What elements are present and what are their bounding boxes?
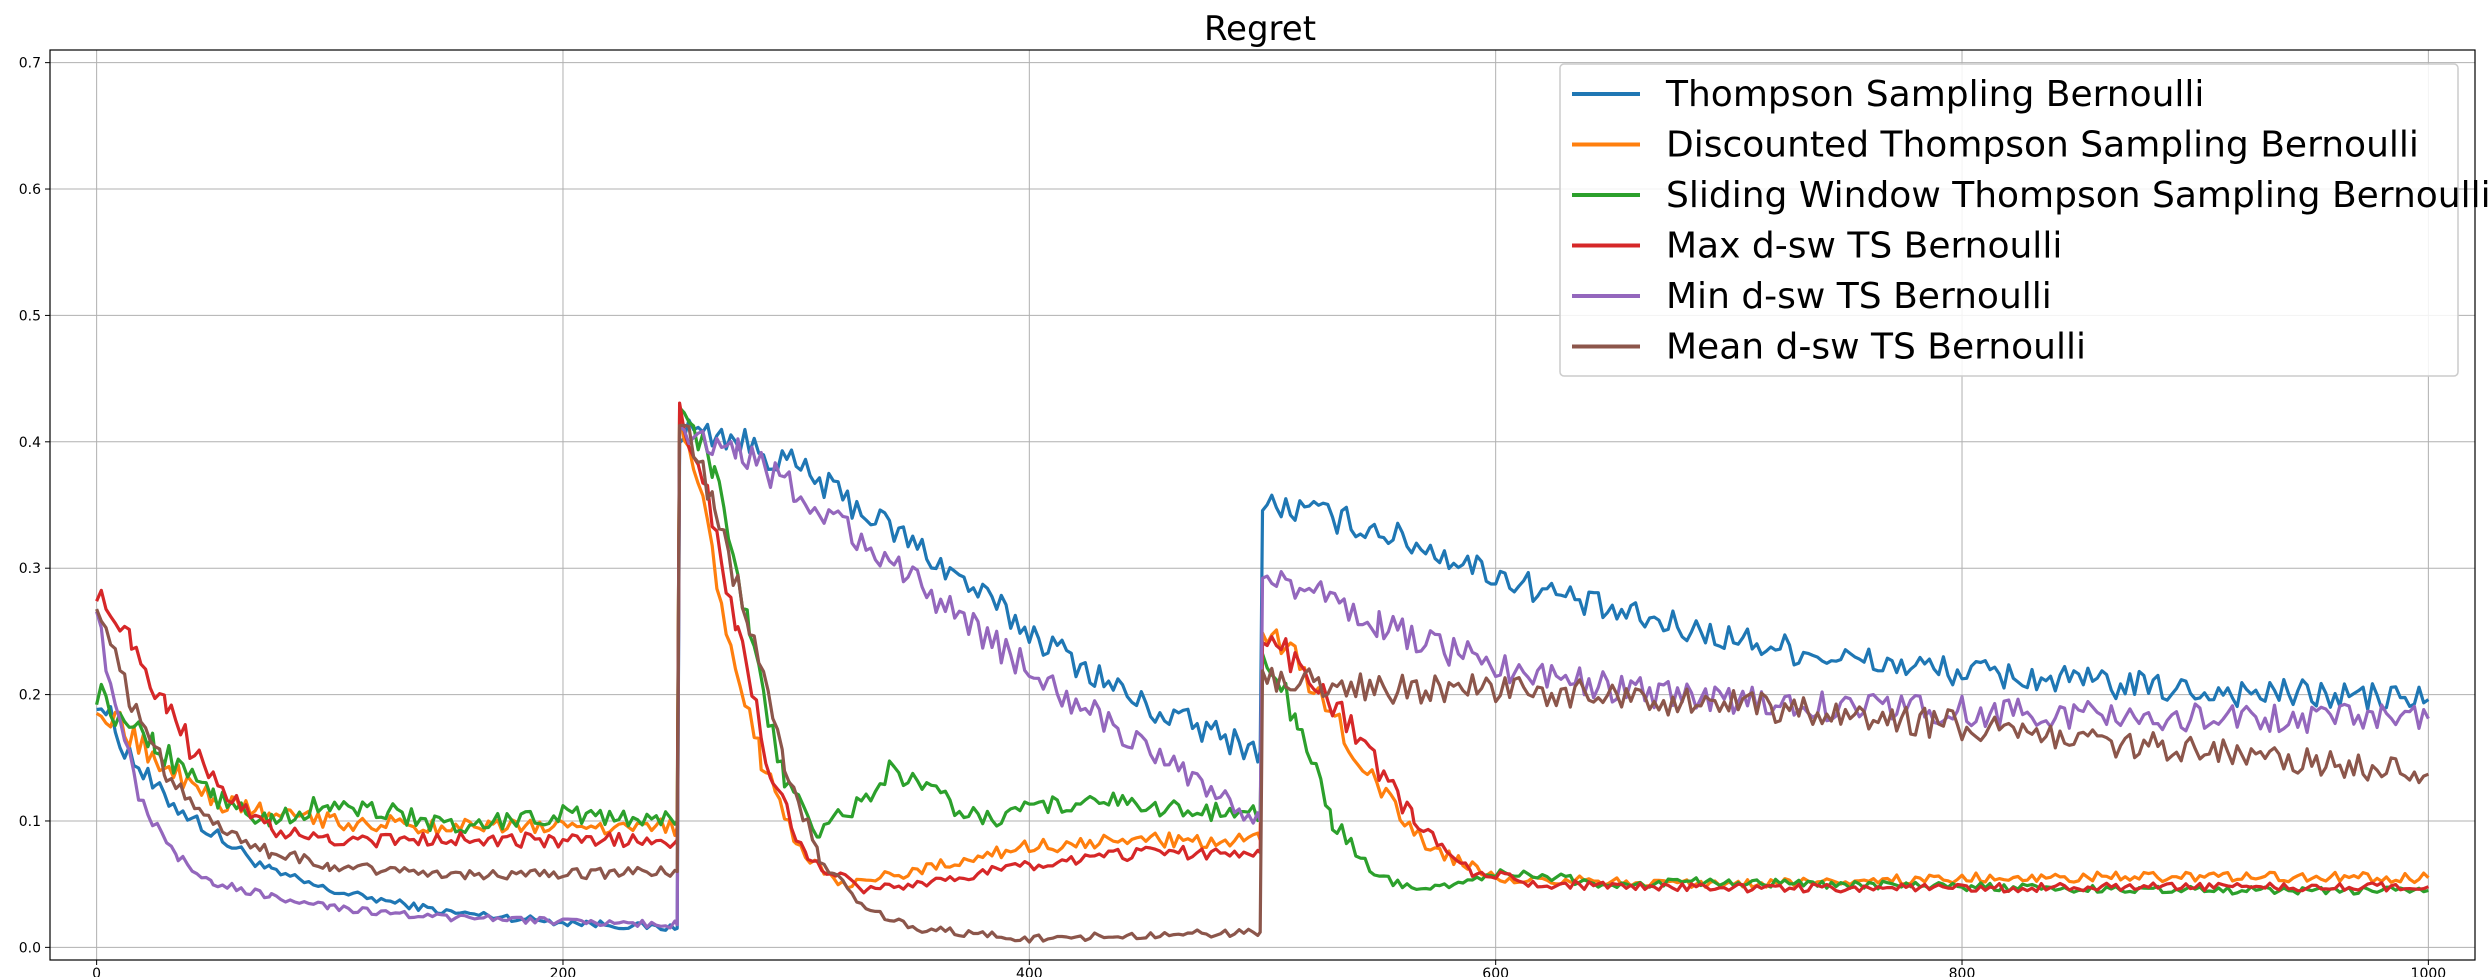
x-tick-label: 400 <box>1016 966 1043 977</box>
legend-label: Discounted Thompson Sampling Bernoulli <box>1666 125 2419 166</box>
plot-frame <box>49 49 2476 961</box>
legend-label: Max d-sw TS Bernoulli <box>1666 226 2062 267</box>
legend-label: Thompson Sampling Bernoulli <box>1665 74 2204 115</box>
legend-label: Sliding Window Thompson Sampling Bernoul… <box>1666 175 2488 216</box>
series-line-5 <box>95 425 2430 930</box>
legend-box <box>1559 63 2459 377</box>
series-line-1 <box>96 418 2430 932</box>
y-tick-label: 0.6 <box>19 182 41 198</box>
series-line-4 <box>95 401 2429 895</box>
chart-title: Regret <box>1204 9 1316 49</box>
y-tick-label: 0.0 <box>19 940 41 956</box>
y-tick-label: 0.2 <box>19 688 41 704</box>
series-layer <box>95 401 2430 944</box>
x-tick-label: 1000 <box>2411 966 2447 977</box>
x-axis: 0 200 400 600 800 1000 <box>92 960 2446 977</box>
legend: Thompson Sampling Bernoulli Discounted Th… <box>1559 63 2488 377</box>
y-tick-label: 0.4 <box>19 435 41 451</box>
x-tick-label: 800 <box>1949 966 1976 977</box>
x-tick-label: 600 <box>1482 966 1509 977</box>
x-tick-label: 200 <box>550 966 577 977</box>
y-tick-label: 0.3 <box>19 561 41 577</box>
series-line-2 <box>95 409 2430 890</box>
y-axis: 0.0 0.1 0.2 0.3 0.4 0.5 0.6 0.7 <box>19 56 50 956</box>
y-tick-label: 0.5 <box>19 308 41 324</box>
legend-label: Mean d-sw TS Bernoulli <box>1666 327 2086 368</box>
legend-label: Min d-sw TS Bernoulli <box>1666 276 2052 317</box>
y-tick-label: 0.7 <box>19 56 41 72</box>
series-line-6 <box>95 423 2429 944</box>
x-tick-label: 0 <box>92 966 101 977</box>
y-tick-label: 0.1 <box>19 814 41 830</box>
series-line-3 <box>95 406 2429 896</box>
